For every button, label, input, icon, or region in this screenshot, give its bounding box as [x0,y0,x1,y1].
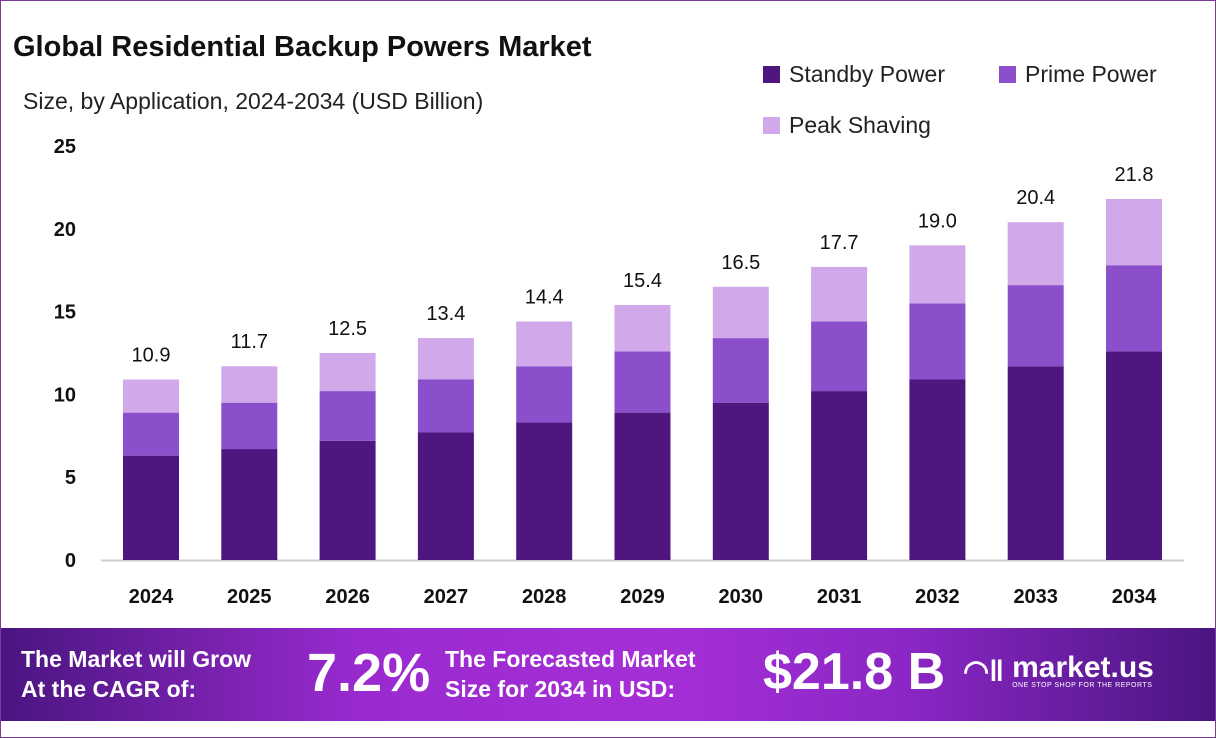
data-label: 17.7 [820,232,859,254]
bar-segment-standby-power [909,379,966,560]
bar-segment-prime-power [909,303,966,380]
legend-item-prime: Prime Power [999,61,1157,88]
legend-label: Peak Shaving [789,112,931,138]
legend-swatch [999,66,1016,83]
data-label: 14.4 [525,287,564,309]
bar-segment-peak-shaving [1007,222,1064,286]
cagr-label-line1: The Market will Grow [21,646,252,672]
data-label: 19.0 [918,210,957,232]
bar-segment-prime-power [221,402,278,450]
data-label: 21.8 [1115,164,1154,186]
cagr-label: The Market will Grow At the CAGR of: [21,644,251,704]
forecast-value: $21.8 B [763,643,946,701]
x-tick-label: 2024 [129,586,174,608]
bar-segment-standby-power [319,440,376,560]
legend-item-standby: Standby Power [763,61,945,88]
bar-segment-standby-power [221,449,278,560]
bar-segment-peak-shaving [712,286,769,339]
logo-name: market.us [1012,651,1154,684]
bar-segment-prime-power [516,366,573,423]
bar-segment-prime-power [417,379,474,433]
x-tick-label: 2034 [1112,586,1157,608]
y-tick-label: 25 [54,136,76,158]
bar-segment-peak-shaving [123,379,179,413]
data-label: 11.7 [231,331,268,353]
bar-segment-prime-power [614,351,671,413]
forecast-label: The Forecasted Market Size for 2034 in U… [445,644,696,704]
bar-segment-standby-power [712,402,769,560]
cagr-label-line2: At the CAGR of: [21,676,197,702]
data-label: 15.4 [623,270,662,292]
x-tick-label: 2033 [1013,586,1058,608]
bar-segment-prime-power [1007,285,1064,367]
bar-segment-prime-power [811,321,868,392]
y-tick-label: 15 [54,302,76,324]
bar-segment-standby-power [417,432,474,560]
chart-subtitle: Size, by Application, 2024-2034 (USD Bil… [23,88,484,114]
data-label: 12.5 [328,318,367,340]
y-tick-label: 10 [54,384,76,406]
footer-banner: The Market will Grow At the CAGR of: 7.2… [1,628,1215,721]
x-tick-label: 2032 [915,586,960,608]
bar-segment-standby-power [1007,366,1064,560]
data-label: 20.4 [1016,187,1055,209]
x-tick-label: 2031 [817,586,862,608]
data-label: 13.4 [426,303,465,325]
y-tick-label: 5 [65,467,76,489]
y-tick-label: 20 [54,219,76,241]
bar-segment-peak-shaving [516,321,573,367]
plot-area: 051015202510.9202411.7202512.5202613.420… [54,136,1184,608]
chart-title: Global Residential Backup Powers Market [13,31,592,63]
logo-tagline: ONE STOP SHOP FOR THE REPORTS [1012,682,1153,689]
bar-segment-prime-power [319,391,376,441]
bar-segment-peak-shaving [909,245,966,304]
legend-swatch [763,117,780,134]
forecast-label-line1: The Forecasted Market [445,646,696,672]
market-us-logo: ◠‖ market.us ONE STOP SHOP FOR THE REPOR… [963,651,1154,690]
legend-swatch [763,66,780,83]
bar-segment-peak-shaving [811,266,868,322]
x-tick-label: 2027 [424,586,469,608]
bar-segment-peak-shaving [221,366,278,403]
legend-label: Standby Power [789,61,945,87]
forecast-label-line2: Size for 2034 in USD: [445,676,676,702]
legend-item-peak: Peak Shaving [763,112,931,139]
bar-segment-peak-shaving [319,353,376,392]
bar-segment-peak-shaving [614,304,671,352]
data-label: 16.5 [721,252,760,274]
bar-segment-prime-power [123,412,179,456]
bar-segment-standby-power [811,391,868,560]
x-tick-label: 2026 [325,586,370,608]
bar-segment-peak-shaving [417,338,474,380]
bar-segment-prime-power [712,338,769,403]
x-tick-label: 2029 [620,586,665,608]
x-tick-label: 2028 [522,586,567,608]
bar-segment-prime-power [1106,265,1162,352]
x-tick-label: 2025 [227,586,272,608]
bar-segment-standby-power [516,422,573,560]
data-label: 10.9 [132,344,171,366]
legend-label: Prime Power [1025,61,1157,87]
bar-segment-peak-shaving [1106,198,1162,266]
y-tick-label: 0 [65,550,76,572]
bar-segment-standby-power [614,412,671,560]
x-tick-label: 2030 [719,586,764,608]
cagr-value: 7.2% [307,643,431,703]
logo-icon: ◠‖ [963,655,1005,688]
bar-segment-standby-power [1106,351,1162,560]
bar-segment-standby-power [123,455,179,560]
